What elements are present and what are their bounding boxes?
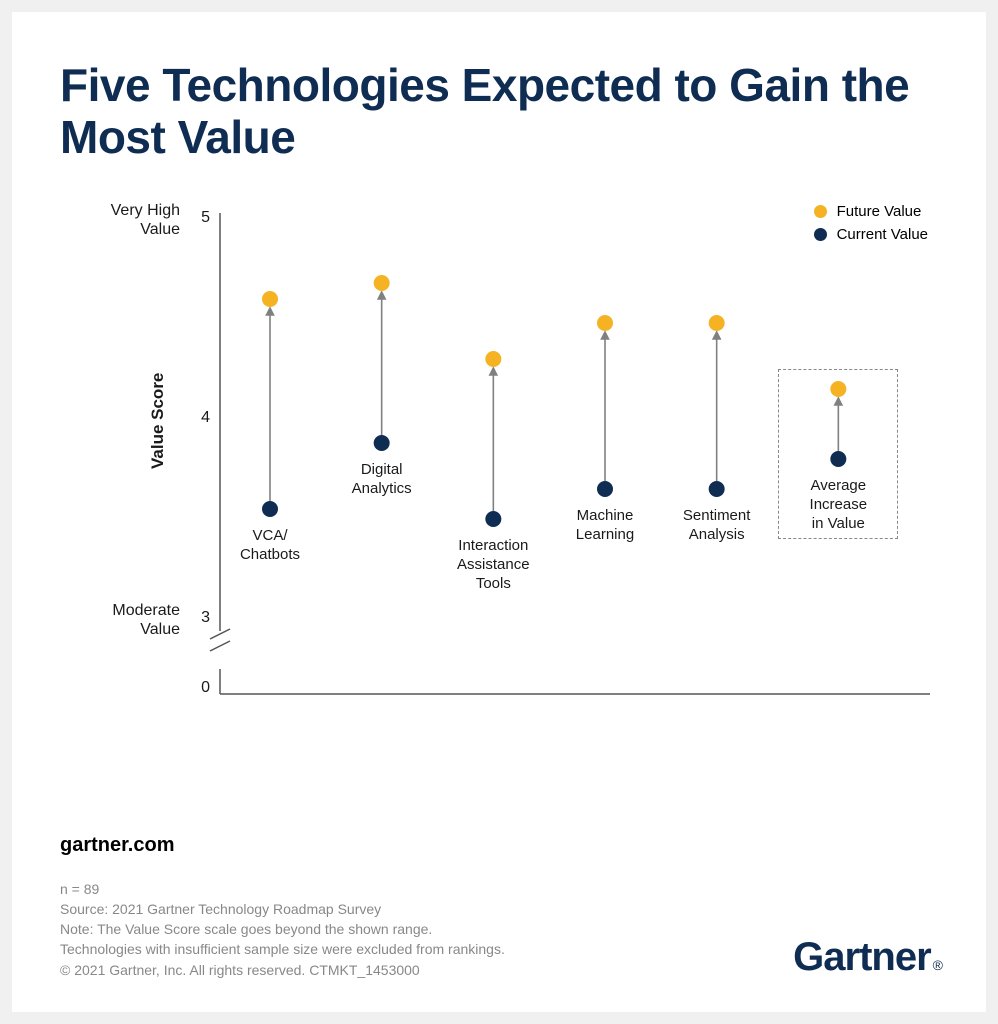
chart-area: Future Value Current Value VCA/ChatbotsD… bbox=[60, 199, 938, 739]
category-label: MachineLearning bbox=[550, 507, 660, 545]
y-bottom-label: ModerateValue bbox=[60, 601, 180, 639]
y-tick-label: 0 bbox=[186, 679, 210, 697]
footer-line: Source: 2021 Gartner Technology Roadmap … bbox=[60, 899, 940, 919]
logo-text: Gartner bbox=[793, 935, 931, 979]
average-box bbox=[778, 369, 898, 539]
y-axis-title: Value Score bbox=[148, 373, 168, 469]
infographic-card: Five Technologies Expected to Gain the M… bbox=[12, 12, 986, 1012]
y-tick-label: 5 bbox=[186, 209, 210, 227]
category-label: DigitalAnalytics bbox=[327, 461, 437, 499]
chart-title: Five Technologies Expected to Gain the M… bbox=[60, 60, 938, 163]
footer-line: n = 89 bbox=[60, 879, 940, 899]
category-label: VCA/Chatbots bbox=[215, 527, 325, 565]
registered-icon: ® bbox=[933, 957, 942, 973]
category-label: SentimentAnalysis bbox=[662, 507, 772, 545]
y-tick-label: 4 bbox=[186, 409, 210, 427]
gartner-logo: Gartner® bbox=[793, 935, 940, 980]
category-label: InteractionAssistanceTools bbox=[438, 537, 548, 593]
footer-site: gartner.com bbox=[60, 834, 940, 857]
y-top-label: Very HighValue bbox=[60, 201, 180, 239]
y-tick-label: 3 bbox=[186, 609, 210, 627]
footer: gartner.com n = 89Source: 2021 Gartner T… bbox=[60, 834, 940, 980]
